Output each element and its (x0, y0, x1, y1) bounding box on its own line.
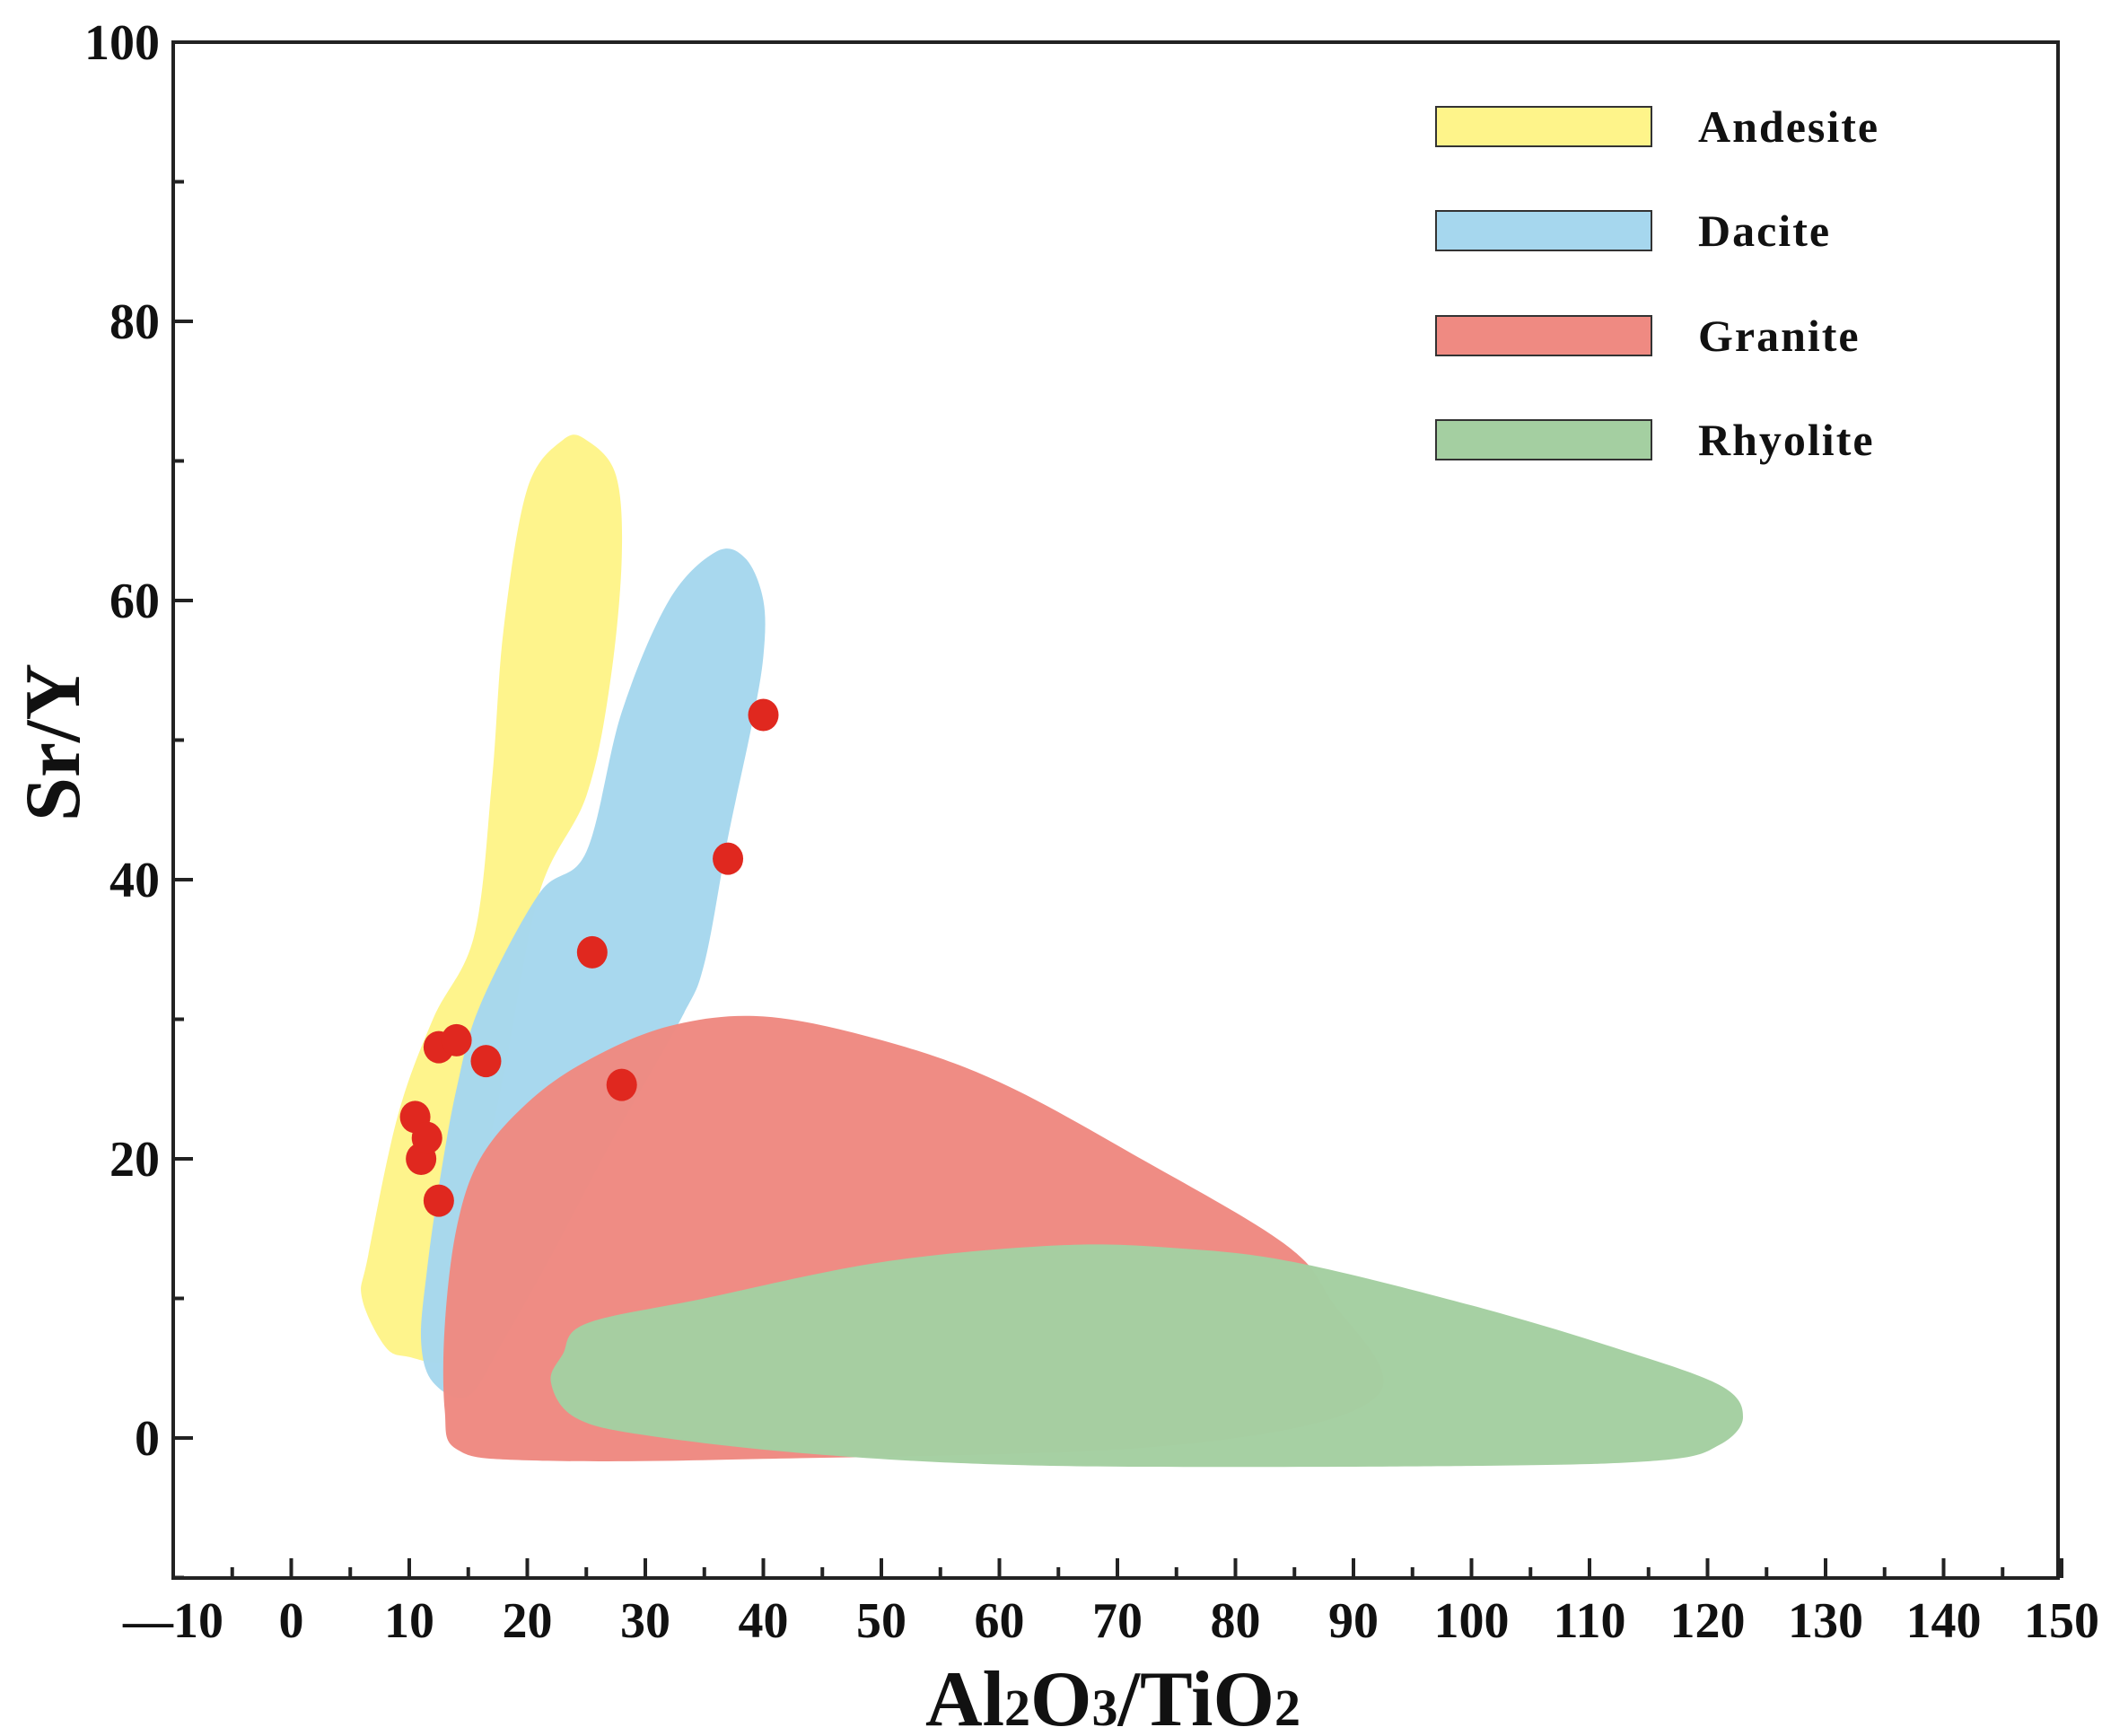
field-rhyolite (550, 1244, 1743, 1468)
x-tick-label: 80 (1211, 1593, 1261, 1649)
legend-label-andesite: Andesite (1698, 101, 1879, 152)
legend: Andesite Dacite Granite Rhyolite (1435, 101, 1879, 465)
x-tick-label: 90 (1328, 1593, 1379, 1649)
legend-label-dacite: Dacite (1698, 206, 1831, 256)
x-axis-title-subscript: 2 (1004, 1679, 1030, 1736)
x-tick-label: 20 (503, 1593, 553, 1649)
x-axis-title: Al2O3/TiO2 (925, 1656, 1301, 1736)
sample-point (470, 1045, 502, 1078)
x-tick-label: 10 (384, 1593, 434, 1649)
legend-swatch-dacite (1435, 210, 1652, 251)
x-axis-title-part: /TiO (1117, 1656, 1274, 1736)
x-tick-label: 120 (1670, 1593, 1746, 1649)
y-axis: 0 20 40 60 80 100 (84, 15, 193, 1580)
y-tick-label: 0 (135, 1411, 160, 1467)
sample-point (576, 935, 608, 969)
sample-point (713, 842, 744, 875)
y-tick-label: 40 (109, 853, 160, 908)
x-tick-label: 0 (279, 1593, 304, 1649)
x-tick-label: —10 (122, 1593, 223, 1649)
x-axis-title-part: Al (925, 1656, 1004, 1736)
y-tick-label: 60 (109, 574, 160, 629)
sample-point (411, 1121, 442, 1154)
x-tick-label: 100 (1434, 1593, 1510, 1649)
y-tick-label: 20 (109, 1132, 160, 1188)
legend-label-granite: Granite (1698, 311, 1861, 361)
x-axis-title-part: O (1030, 1656, 1091, 1736)
legend-swatch-granite (1435, 315, 1652, 356)
x-tick-label: 70 (1092, 1593, 1143, 1649)
x-tick-label: 110 (1554, 1593, 1626, 1649)
x-tick-label: 30 (620, 1593, 670, 1649)
y-tick-label: 100 (84, 15, 160, 71)
x-tick-label: 40 (739, 1593, 789, 1649)
legend-label-rhyolite: Rhyolite (1698, 415, 1875, 465)
legend-swatch-rhyolite (1435, 419, 1652, 460)
x-axis-title-subscript: 3 (1092, 1679, 1118, 1736)
sample-point (606, 1068, 637, 1101)
legend-swatch-andesite (1435, 106, 1652, 147)
x-axis-title-subscript: 2 (1274, 1679, 1301, 1736)
y-tick-label: 80 (109, 294, 160, 350)
x-tick-label: 150 (2024, 1593, 2099, 1649)
x-tick-label: 140 (1906, 1593, 1982, 1649)
x-tick-label: 130 (1788, 1593, 1863, 1649)
x-tick-label: 60 (975, 1593, 1025, 1649)
sample-point (423, 1184, 454, 1217)
sample-point (441, 1023, 472, 1057)
x-tick-label: 50 (856, 1593, 906, 1649)
sample-point (748, 698, 779, 732)
y-axis-title: Sr/Y (10, 663, 97, 821)
x-axis: —10 0 10 20 30 40 50 60 70 80 90 100 110 120 130 140 150 (122, 1558, 2099, 1649)
sample-points (399, 698, 779, 1217)
lithology-fields (361, 434, 1743, 1468)
